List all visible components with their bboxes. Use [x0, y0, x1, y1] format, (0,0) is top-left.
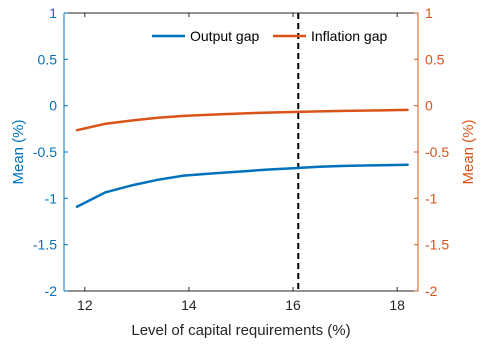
y-tick-label-right: 1 [425, 5, 433, 21]
y-tick-label-left: 1 [49, 5, 57, 21]
y-tick-label-left: 0 [49, 98, 57, 114]
axes-layer: 12 14 16 18 1 1 0.5 0.5 0 0 -0.5 -0.5 -1 -1 -1.5 -1.5 -2… [33, 5, 449, 313]
x-axis-title: Level of capital requirements (%) [131, 322, 350, 339]
x-tick-label: 18 [389, 297, 405, 313]
x-tick-label: 14 [181, 297, 197, 313]
y-tick-label-left: 0.5 [38, 51, 58, 67]
x-tick-label: 16 [285, 297, 301, 313]
y-tick-label-left: -2 [45, 283, 58, 299]
y-tick-label-right: -2 [425, 283, 438, 299]
series-line-output-gap [75, 163, 409, 208]
series-line-inflation-gap [75, 108, 409, 132]
legend-label: Inflation gap [311, 28, 387, 44]
y-axis-title-left: Mean (%) [10, 119, 27, 184]
y-tick-label-right: -0.5 [425, 144, 449, 160]
y-tick-label-right: 0.5 [425, 51, 445, 67]
series-layer [75, 108, 409, 208]
x-tick-label: 12 [77, 297, 93, 313]
y-tick-label-right: -1 [425, 190, 438, 206]
y-tick-label-left: -0.5 [33, 144, 57, 160]
y-tick-label-right: -1.5 [425, 237, 449, 253]
legend: Output gap Inflation gap [152, 28, 387, 44]
y-tick-label-left: -1.5 [33, 237, 57, 253]
y-axis-title-right: Mean (%) [460, 119, 477, 184]
legend-label: Output gap [190, 28, 259, 44]
y-tick-label-right: 0 [425, 98, 433, 114]
y-tick-label-left: -1 [45, 190, 58, 206]
